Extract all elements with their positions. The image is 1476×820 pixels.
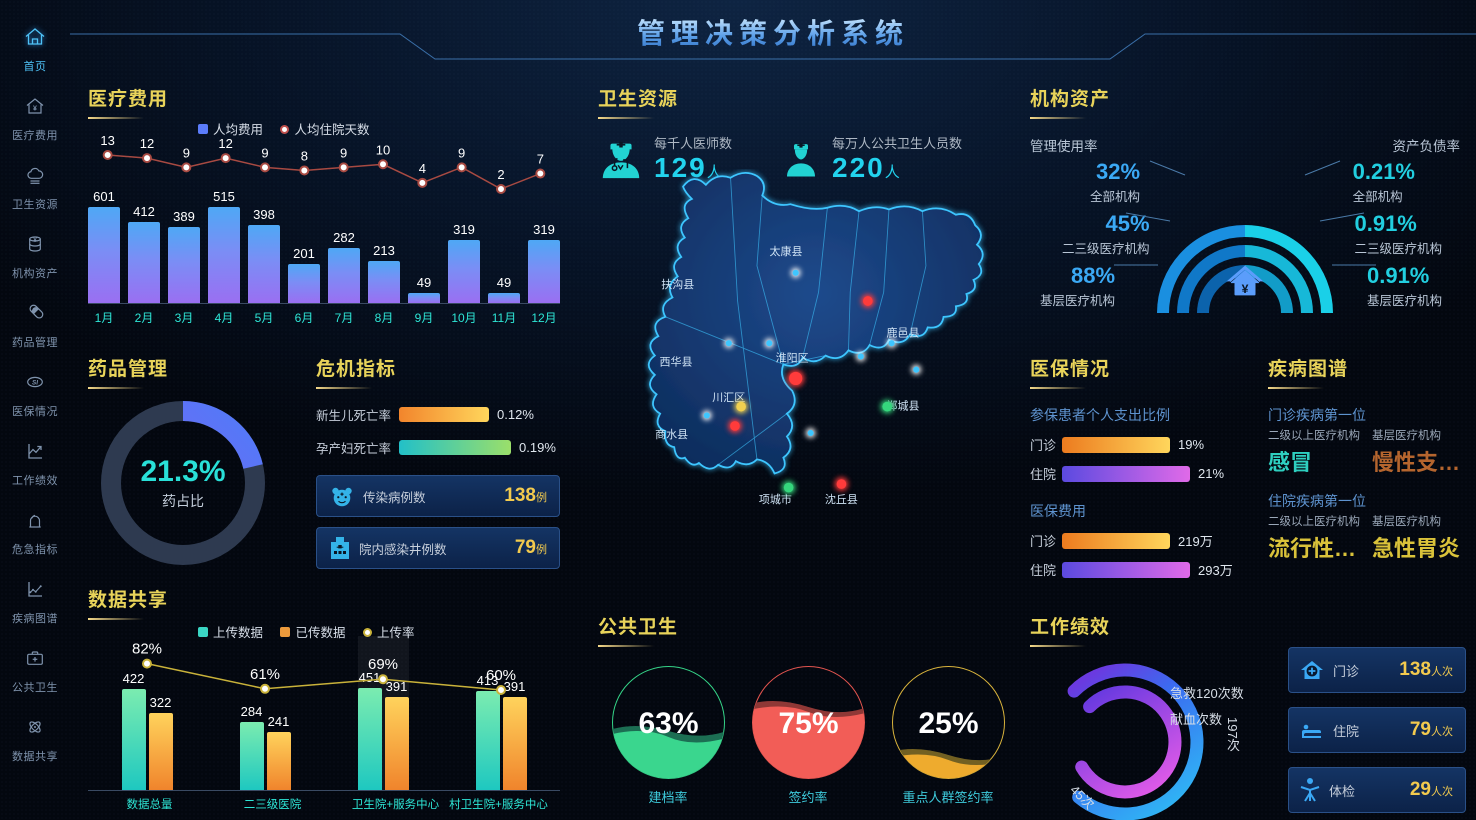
svg-text:¥: ¥ [33,237,37,244]
svg-text:SI: SI [32,379,38,386]
svg-text:10: 10 [376,142,390,157]
svg-text:60%: 60% [486,667,516,684]
svg-text:25%: 25% [918,707,978,740]
svg-text:8: 8 [301,148,308,163]
svg-text:12: 12 [140,136,154,151]
svg-text:82%: 82% [132,641,162,658]
svg-text:9: 9 [340,145,347,160]
svg-text:4: 4 [419,161,426,176]
svg-text:¥: ¥ [1242,282,1249,296]
svg-text:63%: 63% [638,707,698,740]
svg-text:69%: 69% [368,656,398,673]
svg-text:9: 9 [458,145,465,160]
svg-text:75%: 75% [778,707,838,740]
svg-text:61%: 61% [250,666,280,683]
svg-text:9: 9 [261,145,268,160]
svg-text:9: 9 [183,145,190,160]
svg-text:2: 2 [497,167,504,182]
svg-text:¥: ¥ [33,105,37,112]
svg-text:12: 12 [218,136,232,151]
svg-text:7: 7 [537,152,544,167]
svg-text:13: 13 [100,133,114,148]
